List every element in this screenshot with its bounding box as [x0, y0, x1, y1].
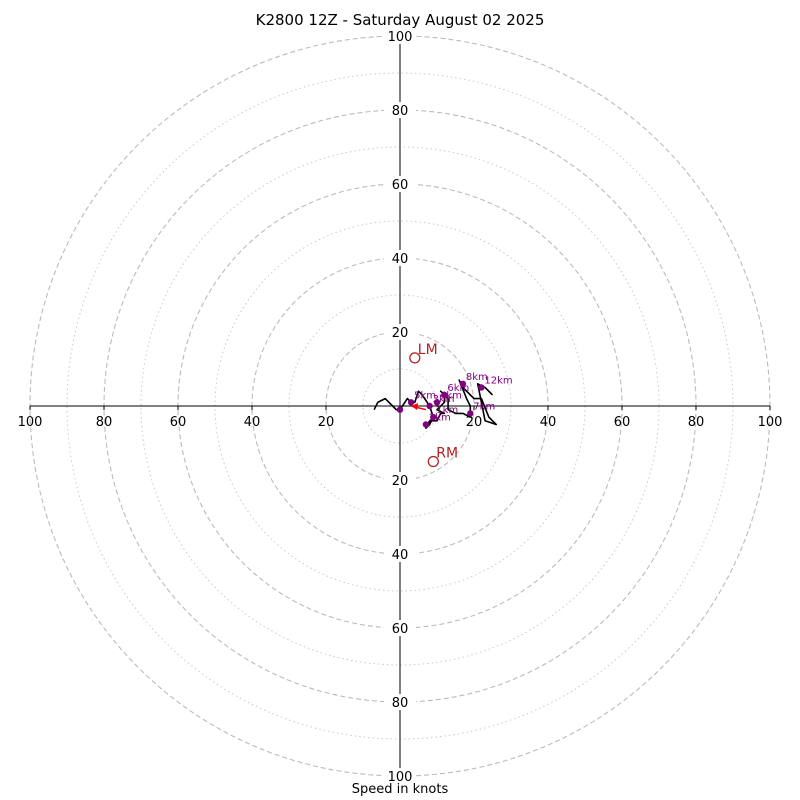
height-point — [478, 384, 485, 391]
x-tick-label: 20 — [318, 415, 335, 430]
height-point — [459, 380, 467, 387]
x-tick-label: 20 — [466, 415, 483, 430]
y-tick-label-bg — [384, 768, 416, 784]
y-tick-label-bg — [384, 28, 416, 44]
height-point — [430, 413, 437, 421]
x-tick-label: 100 — [18, 415, 43, 430]
y-tick-label-bg — [384, 102, 416, 118]
x-tick-label: 60 — [170, 415, 187, 430]
x-tick-label: 80 — [688, 415, 705, 430]
x-tick-label: 100 — [758, 415, 783, 430]
height-point — [407, 399, 415, 406]
y-tick-label: 40 — [392, 252, 409, 267]
shear-arrowhead — [411, 403, 419, 410]
y-tick-label: 40 — [392, 548, 409, 563]
height-label: 5km — [414, 390, 436, 401]
y-tick-label: 60 — [392, 622, 409, 637]
x-tick-label: 80 — [96, 415, 113, 430]
storm-motion-label: RM — [436, 446, 458, 462]
y-tick-label-bg — [384, 176, 416, 192]
height-point — [422, 421, 430, 428]
height-label: 3km — [433, 394, 455, 405]
height-label: 7km — [473, 401, 495, 412]
y-tick-label: 100 — [388, 770, 413, 785]
x-tick-label: 60 — [614, 415, 631, 430]
y-tick-label: 60 — [392, 178, 409, 193]
x-axis-label: Speed in knots — [351, 782, 449, 797]
y-tick-label: 20 — [392, 474, 409, 489]
storm-motion-marker — [409, 352, 421, 364]
y-tick-label-bg — [384, 546, 416, 562]
height-label: 4km — [440, 390, 462, 401]
height-label: 2km — [429, 413, 451, 424]
height-point — [433, 399, 441, 406]
height-label: 6km — [447, 383, 469, 394]
x-tick-label: 40 — [244, 415, 261, 430]
y-tick-label-bg — [384, 694, 416, 710]
y-tick-label-bg — [384, 250, 416, 266]
y-tick-label-bg — [384, 472, 416, 488]
height-label: 12km — [484, 376, 512, 387]
height-label: 1km — [436, 405, 458, 416]
y-tick-label: 100 — [388, 30, 413, 45]
x-tick-label: 40 — [540, 415, 557, 430]
height-point — [396, 406, 404, 413]
y-tick-label: 80 — [392, 696, 409, 711]
height-point — [426, 402, 433, 410]
storm-motion-marker — [427, 455, 439, 468]
height-label: 8km — [466, 372, 488, 383]
height-point — [441, 391, 448, 399]
hodograph-trace — [373, 379, 498, 430]
y-tick-label-bg — [384, 620, 416, 636]
y-tick-label: 20 — [392, 326, 409, 341]
chart-title: K2800 12Z - Saturday August 02 2025 — [255, 11, 545, 29]
y-tick-label-bg — [384, 324, 416, 340]
storm-motion-label: LM — [418, 342, 438, 358]
height-point — [467, 410, 474, 417]
y-tick-label: 80 — [392, 104, 409, 119]
